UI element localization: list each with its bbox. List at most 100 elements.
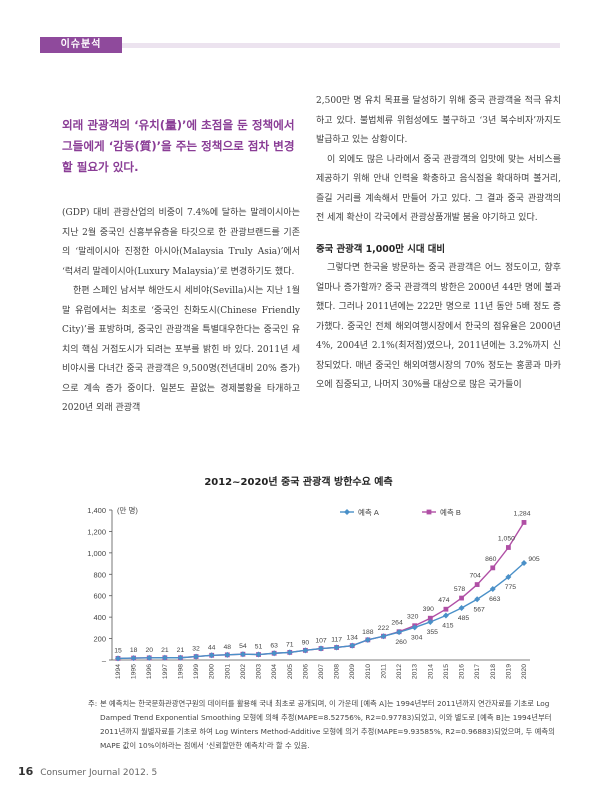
data-label-a: 304	[411, 634, 423, 641]
series-b-point	[459, 595, 464, 601]
x-tick-label: 1995	[131, 664, 138, 679]
y-tick-label: 800	[93, 570, 106, 579]
data-label-a: 415	[442, 623, 454, 630]
lead-quote: 외래 관광객의 ‘유치(量)’에 초점을 둔 정책에서 그들에게 ‘감동(質)’…	[62, 118, 295, 174]
x-tick-label: 2015	[443, 664, 450, 679]
data-label-a: 260	[395, 639, 407, 646]
chart-title: 2012~2020년 중국 관광객 방한수요 예측	[204, 477, 393, 488]
journal-name: Consumer Journal 2012. 5	[40, 768, 158, 778]
data-label: 71	[286, 641, 294, 648]
data-label: 21	[161, 647, 169, 654]
series-b-point	[490, 565, 496, 571]
section-subhead: 중국 관광객 1,000만 시대 대비	[316, 243, 445, 255]
series-a-point	[208, 652, 215, 659]
x-tick-label: 1997	[162, 664, 169, 679]
right-paragraph-2: 이 외에도 많은 나라에서 중국 관광객의 입맛에 맞는 서비스를 제공하기 위…	[316, 154, 561, 224]
series-a-point	[411, 624, 418, 631]
series-a-point	[146, 654, 153, 661]
data-label: 90	[302, 639, 310, 646]
data-label-a: 485	[458, 615, 470, 622]
data-label: 222	[378, 625, 390, 632]
data-label: 20	[145, 647, 153, 654]
y-tick-label: 400	[93, 613, 106, 622]
data-label: 44	[208, 644, 216, 651]
series-a-point	[396, 629, 403, 636]
header-rule	[122, 43, 560, 48]
data-label-b: 320	[407, 614, 419, 621]
x-tick-label: 2008	[334, 664, 341, 679]
x-tick-label: 2013	[412, 664, 419, 679]
x-tick-label: 2017	[474, 664, 481, 679]
x-tick-label: 1994	[115, 664, 122, 679]
x-tick-label: 1996	[146, 664, 153, 679]
data-label-b: 860	[485, 556, 497, 563]
y-axis-unit: (만 명)	[117, 505, 138, 515]
x-tick-label: 1998	[177, 664, 184, 679]
series-b-point	[505, 545, 511, 550]
series-a-point	[521, 560, 527, 567]
y-tick-label: 200	[93, 635, 106, 644]
x-tick-label: 2006	[302, 664, 309, 679]
data-label-a: 663	[489, 596, 501, 603]
series-b-point	[443, 606, 449, 612]
x-tick-label: 2018	[490, 664, 497, 679]
data-label-b: 1,050	[498, 536, 515, 543]
right-paragraph-3: 그렇다면 한국을 방문하는 중국 관광객은 어느 정도이고, 향후 얼마나 증가…	[316, 263, 561, 390]
data-label-b: 474	[438, 597, 450, 604]
legend-label: 예측 B	[440, 507, 461, 517]
data-label-a: 775	[505, 584, 517, 591]
series-a-point	[239, 651, 246, 658]
series-a-point	[442, 612, 449, 619]
data-label-a: 355	[427, 629, 439, 636]
note-label: 주:	[88, 699, 98, 708]
right-paragraph-1: 2,500만 명 유치 목표를 달성하기 위해 중국 관광객을 적극 유치하고 …	[316, 96, 561, 145]
page-footer: 16 Consumer Journal 2012. 5	[18, 765, 157, 778]
x-tick-label: 2016	[459, 664, 466, 679]
series-a-point	[489, 585, 496, 592]
series-a-point	[271, 650, 278, 657]
legend-label: 예측 A	[358, 507, 379, 517]
data-label: 32	[192, 646, 200, 653]
series-a-point	[115, 655, 121, 662]
y-tick-label: 1,000	[87, 549, 106, 558]
series-a-point	[130, 655, 137, 662]
x-tick-label: 2002	[240, 664, 247, 679]
chart-footnote: 본 예측치는 한국문화관광연구원의 데이터를 활용해 국내 최초로 공개되며, …	[100, 699, 555, 750]
legend-marker	[344, 509, 350, 515]
series-b-point	[521, 520, 527, 525]
x-tick-label: 2012	[396, 664, 403, 679]
data-label: 15	[114, 647, 122, 654]
y-tick-label: 1,400	[87, 506, 106, 515]
y-tick-label: 1,200	[87, 527, 106, 536]
legend-marker	[426, 509, 432, 515]
page-number: 16	[18, 765, 34, 778]
forecast-line-chart: – 200 400 600 800 1,000 1,200 1,400 (만 명) 1994 199…	[87, 505, 540, 679]
series-a-point	[427, 618, 434, 625]
x-tick-label: 2009	[349, 664, 356, 679]
x-tick-label: 2020	[521, 664, 528, 679]
data-label-b: 264	[391, 620, 403, 627]
x-tick-label: 2001	[224, 664, 231, 679]
series-a-point	[286, 649, 293, 656]
series-a-point	[474, 596, 481, 603]
left-column: (GDP) 대비 관광산업의 비중이 7.4%에 달하는 말레이시아는 지난 2…	[62, 204, 300, 419]
series-a-point	[255, 651, 262, 658]
series-a-point	[318, 645, 324, 652]
data-label-a: 567	[473, 606, 485, 613]
series-a-point	[193, 653, 200, 660]
left-paragraph-1: (GDP) 대비 관광산업의 비중이 7.4%에 달하는 말레이시아는 지난 2…	[62, 208, 300, 277]
data-label-b: 1,284	[513, 510, 530, 517]
left-paragraph-2: 한편 스페인 남서부 해안도시 세비야(Sevilla)시는 지난 1월말 유럽…	[62, 286, 300, 413]
data-label: 21	[177, 647, 185, 654]
series-a-point	[349, 642, 356, 649]
x-tick-label: 2011	[380, 664, 387, 679]
x-tick-label: 1999	[193, 664, 200, 679]
data-label: 117	[331, 636, 342, 643]
x-tick-label: 2003	[256, 664, 263, 679]
data-label-b: 578	[454, 586, 466, 593]
data-label: 188	[362, 629, 374, 636]
series-a-point	[364, 636, 371, 643]
series-a-point	[224, 651, 231, 658]
y-tick-label: –	[102, 656, 107, 665]
series-a-point	[380, 633, 387, 640]
